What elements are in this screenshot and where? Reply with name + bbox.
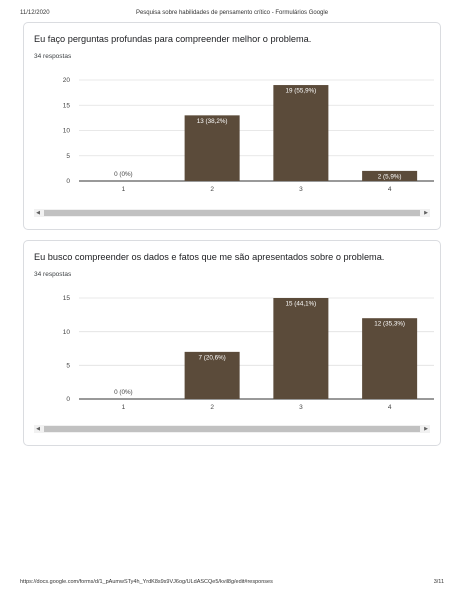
data-label: 0 (0%) — [114, 171, 133, 178]
bar — [362, 170, 418, 181]
horizontal-scrollbar[interactable]: ◀ ▶ — [34, 209, 430, 217]
bar — [273, 298, 329, 399]
bar — [184, 351, 240, 399]
y-tick-label: 20 — [63, 77, 71, 84]
scrollbar-thumb[interactable] — [44, 210, 420, 216]
data-label: 15 (44,1%) — [285, 301, 316, 308]
data-label: 7 (20,6%) — [198, 354, 225, 361]
y-tick-label: 5 — [66, 153, 70, 160]
print-header: 11/12/2020 Pesquisa sobre habilidades de… — [20, 10, 444, 20]
data-label: 0 (0%) — [114, 389, 133, 396]
y-tick-label: 15 — [63, 295, 71, 302]
y-tick-label: 15 — [63, 102, 71, 109]
x-tick-label: 3 — [299, 186, 303, 193]
y-tick-label: 5 — [66, 363, 70, 370]
bar-chart: 0 5 10 15 20 0 (0%) 1 13 (38,2%) 2 19 (55,9%) 3 2 (… — [63, 77, 434, 193]
y-tick-label: 0 — [66, 396, 70, 403]
page-number: 3/11 — [433, 579, 444, 585]
scroll-right-icon[interactable]: ▶ — [424, 210, 428, 216]
y-tick-label: 10 — [63, 329, 71, 336]
x-tick-label: 2 — [210, 404, 214, 411]
data-label: 12 (35,3%) — [374, 321, 405, 328]
question-card-2: Eu busco compreender os dados e fatos qu… — [23, 240, 441, 446]
scroll-left-icon[interactable]: ◀ — [36, 426, 40, 432]
y-tick-label: 0 — [66, 178, 70, 185]
scroll-left-icon[interactable]: ◀ — [36, 210, 40, 216]
question-title: Eu busco compreender os dados e fatos qu… — [34, 252, 385, 262]
x-tick-label: 4 — [388, 186, 392, 193]
scrollbar-thumb[interactable] — [44, 426, 420, 432]
response-count: 34 respostas — [34, 271, 72, 278]
x-tick-label: 1 — [122, 404, 126, 411]
print-page-title: Pesquisa sobre habilidades de pensamento… — [135, 10, 329, 16]
bar — [184, 115, 240, 181]
bar — [362, 318, 418, 399]
page-url: https://docs.google.com/forms/d/1_pAumwS… — [20, 579, 273, 585]
data-label: 2 (5,9%) — [378, 173, 402, 180]
x-tick-label: 2 — [210, 186, 214, 193]
horizontal-scrollbar[interactable]: ◀ ▶ — [34, 425, 430, 433]
x-tick-label: 1 — [122, 186, 126, 193]
question-title: Eu faço perguntas profundas para compree… — [34, 34, 312, 44]
scroll-right-icon[interactable]: ▶ — [424, 426, 428, 432]
x-tick-label: 3 — [299, 404, 303, 411]
print-date: 11/12/2020 — [20, 10, 50, 16]
x-tick-label: 4 — [388, 404, 392, 411]
bar — [273, 85, 329, 181]
data-label: 19 (55,9%) — [285, 88, 316, 95]
print-footer: https://docs.google.com/forms/d/1_pAumwS… — [20, 579, 444, 589]
response-count: 34 respostas — [34, 53, 72, 60]
data-label: 13 (38,2%) — [197, 118, 228, 125]
y-tick-label: 10 — [63, 128, 71, 135]
question-card-1: Eu faço perguntas profundas para compree… — [23, 22, 441, 230]
bar-chart: 0 5 10 15 0 (0%) 1 7 (20,6%) 2 15 (44,1%) 3 12 (35… — [63, 295, 434, 411]
